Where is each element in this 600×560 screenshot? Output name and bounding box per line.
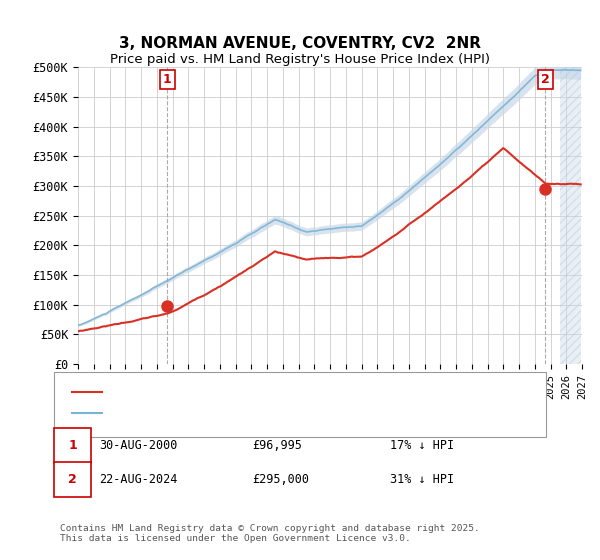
Text: Price paid vs. HM Land Registry's House Price Index (HPI): Price paid vs. HM Land Registry's House … [110,53,490,66]
Text: Contains HM Land Registry data © Crown copyright and database right 2025.
This d: Contains HM Land Registry data © Crown c… [60,524,480,543]
Text: 1: 1 [163,73,172,86]
Text: 3, NORMAN AVENUE, COVENTRY, CV2 2NR (detached house): 3, NORMAN AVENUE, COVENTRY, CV2 2NR (det… [111,387,436,397]
Text: 1: 1 [68,439,77,452]
Text: 17% ↓ HPI: 17% ↓ HPI [390,439,454,452]
Text: 30-AUG-2000: 30-AUG-2000 [99,439,178,452]
Text: 2: 2 [68,473,77,486]
Text: HPI: Average price, detached house, Coventry: HPI: Average price, detached house, Cove… [111,408,386,418]
Text: 2: 2 [541,73,550,86]
Text: 31% ↓ HPI: 31% ↓ HPI [390,473,454,486]
Text: 3, NORMAN AVENUE, COVENTRY, CV2  2NR: 3, NORMAN AVENUE, COVENTRY, CV2 2NR [119,36,481,52]
Text: £96,995: £96,995 [252,439,302,452]
Text: £295,000: £295,000 [252,473,309,486]
Text: 22-AUG-2024: 22-AUG-2024 [99,473,178,486]
